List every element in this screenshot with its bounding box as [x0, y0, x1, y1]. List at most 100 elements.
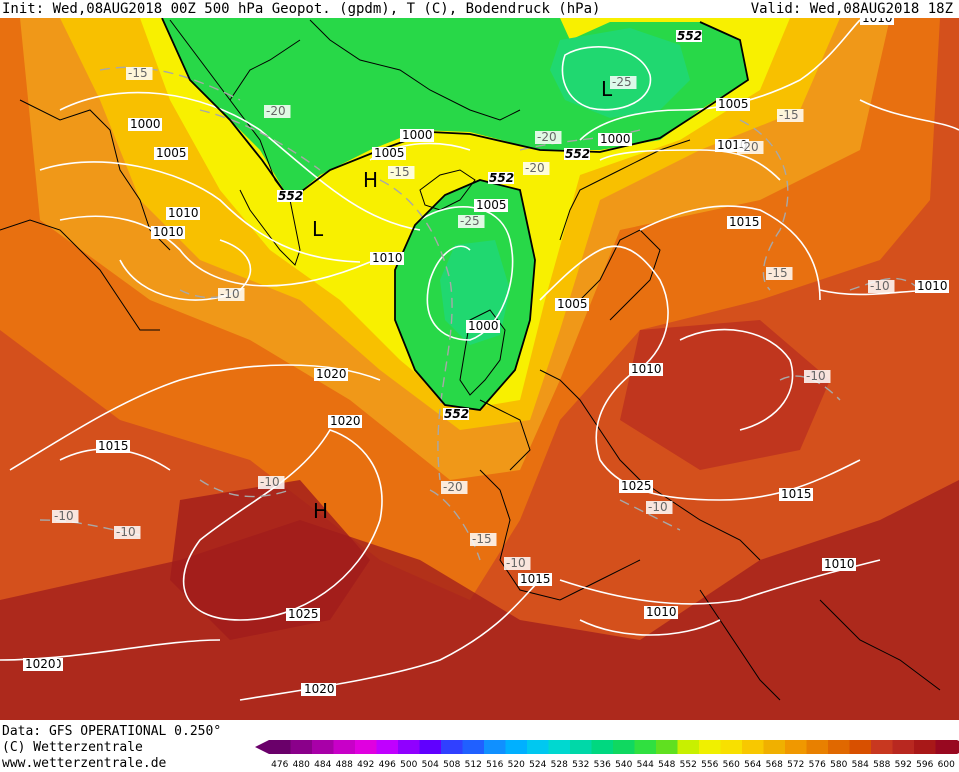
legend-swatch: [419, 740, 441, 754]
temperature-label-box: [535, 131, 562, 144]
pressure-label-box: [860, 18, 894, 25]
geopotential-label-box: [488, 172, 514, 184]
temperature-label: -20: [266, 104, 286, 118]
legend-swatch: [935, 740, 957, 754]
pressure-label-box: [128, 118, 162, 131]
pressure-label-box: [23, 658, 57, 671]
pressure-label: 1020: [316, 367, 347, 381]
pressure-label: 1005: [374, 146, 405, 160]
temperature-label-box: [258, 476, 285, 489]
pressure-label-box: [466, 320, 500, 333]
legend-value: 512: [465, 760, 482, 770]
legend-value: 488: [336, 760, 353, 770]
temperature-label-box: [504, 557, 531, 570]
pressure-label: 1010: [372, 251, 403, 265]
temperature-label-box: [646, 501, 673, 514]
temperature-label: -15: [779, 108, 799, 122]
pressure-label-box: [286, 608, 320, 621]
temperature-label-box: [868, 280, 895, 293]
legend-value: 500: [400, 760, 417, 770]
legend-swatch: [720, 740, 742, 754]
pressure-label: 1025: [288, 607, 319, 621]
legend-swatch: [828, 740, 850, 754]
pressure-label-box: [644, 606, 678, 619]
website-link[interactable]: www.wetterzentrale.de: [2, 756, 167, 771]
pressure-label: 1010: [631, 362, 662, 376]
geopotential-label-box: [277, 190, 303, 202]
geopotential-label: 552: [444, 407, 469, 421]
temperature-label-box: [441, 481, 468, 494]
pressure-centers: L L H H: [312, 77, 613, 523]
temperature-label-box: [804, 370, 831, 383]
geopotential-label: 552: [489, 171, 514, 185]
legend-value: 480: [293, 760, 310, 770]
legend-value: 592: [895, 760, 912, 770]
pressure-label-box: [779, 488, 813, 501]
legend-value: 532: [572, 760, 589, 770]
legend-value: 564: [744, 760, 761, 770]
pressure-label: 1015: [520, 572, 551, 586]
temperature-label-box: [218, 288, 245, 301]
temperature-label-box: [388, 166, 415, 179]
legend-value: 476: [271, 760, 288, 770]
legend-value: 536: [594, 760, 611, 770]
legend-swatch: [548, 740, 570, 754]
legend-swatch: [634, 740, 656, 754]
pressure-label: 1000: [600, 132, 631, 146]
legend-value: 544: [637, 760, 654, 770]
valid-time-label: Valid: Wed,08AUG2018 18Z: [750, 1, 953, 17]
pressure-label-box: [372, 147, 406, 160]
temperature-label: -20: [525, 161, 545, 175]
temperature-label: -10: [870, 279, 890, 293]
geopotential-labels: 552 552 552 552 552: [277, 29, 702, 421]
temperature-lines: [39, 66, 921, 561]
legend-value: 600: [938, 760, 955, 770]
legend-value: 528: [551, 760, 568, 770]
legend-swatch: [505, 740, 527, 754]
legend-value: 580: [830, 760, 847, 770]
legend-swatch: [871, 740, 893, 754]
legend-value: 504: [422, 760, 439, 770]
legend-value: 548: [658, 760, 675, 770]
low-pressure-center: L: [601, 77, 613, 101]
field-deep-red-south: [0, 480, 959, 720]
pressure-label-box: [716, 98, 750, 111]
pressure-label-box: [302, 683, 336, 696]
copyright-label: (C) Wetterzentrale: [2, 740, 143, 755]
pressure-label: 1000: [468, 319, 499, 333]
low-core-isobar: [561, 46, 652, 111]
pressure-label: 1015: [729, 215, 760, 229]
legend-swatch: [656, 740, 678, 754]
low-pressure-center: L: [312, 217, 324, 241]
weather-map[interactable]: 1010 1000 1005 1010 1010 1000 1005 1005 1010 1000…: [0, 18, 959, 720]
pressure-label: 1015: [98, 439, 129, 453]
pressure-label: 1015: [781, 487, 812, 501]
field-deep-red-atlantic: [170, 480, 370, 640]
temperature-label-box: [458, 215, 485, 228]
legend-swatch: [355, 740, 377, 754]
legend-swatch: [570, 740, 592, 754]
pressure-label-box: [555, 298, 589, 311]
temperature-label-box: [264, 105, 291, 118]
geopotential-label-box: [676, 30, 702, 42]
geopotential-label-box: [564, 148, 590, 160]
temperature-label: -10: [54, 509, 74, 523]
temperature-labels: -15-20-15 -20-25-25-20-15-20-10-15-10-10-…: [52, 66, 895, 570]
temperature-label-box: [766, 267, 793, 280]
geopotential-label: 552: [278, 189, 303, 203]
legend-value: 524: [529, 760, 546, 770]
legend-swatch: [484, 740, 506, 754]
temperature-label: -15: [472, 532, 492, 546]
pressure-label: 1025: [621, 479, 652, 493]
pressure-label-box: [629, 363, 663, 376]
legend-value: 508: [443, 760, 460, 770]
data-source-label: Data: GFS OPERATIONAL 0.250°: [2, 724, 222, 739]
legend-swatch: [527, 740, 549, 754]
temperature-label: -15: [128, 66, 148, 80]
pressure-label-box: [154, 147, 188, 160]
legend-swatch: [742, 740, 764, 754]
pressure-label-box: [166, 207, 200, 220]
temperature-label: -20: [739, 140, 759, 154]
temperature-label-box: [777, 109, 804, 122]
pressure-label: 1020: [304, 682, 335, 696]
